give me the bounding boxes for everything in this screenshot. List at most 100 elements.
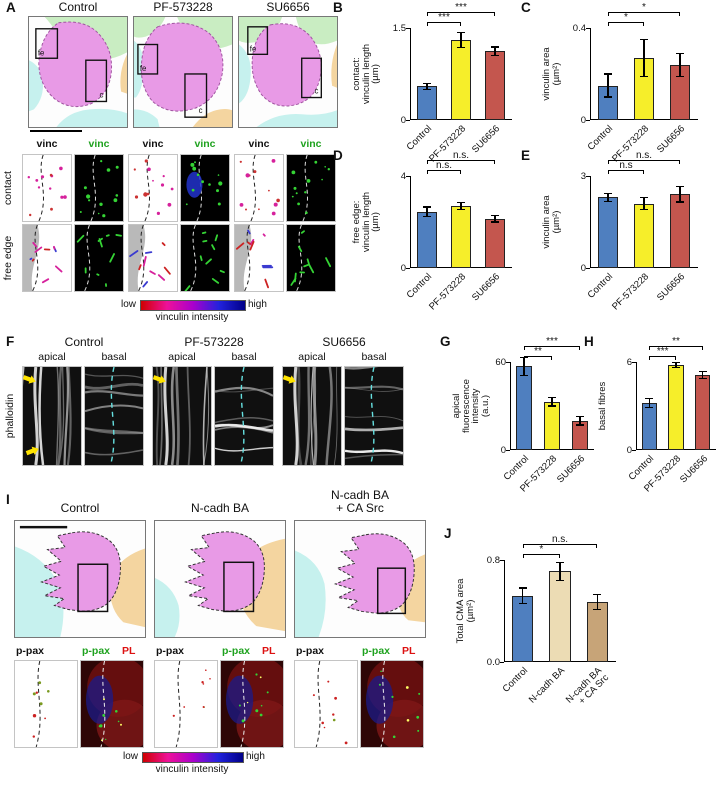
micrograph-image (75, 154, 123, 222)
roi-box-c (85, 59, 108, 103)
roi-label-fe: fe (140, 64, 147, 73)
y-tick-mark (586, 176, 590, 177)
bar-PF-573228 (451, 205, 471, 268)
significance-label: * (624, 12, 628, 23)
label-ppax-green: p-pax (82, 645, 111, 657)
error-cap (640, 196, 648, 199)
label-ppax: p-pax (156, 645, 185, 657)
cell-outline (40, 531, 121, 612)
cell-outline (140, 22, 224, 112)
yellow-arrow-icon (282, 375, 296, 384)
y-tick-mark (500, 662, 504, 663)
panel-i-title-ncadh-ba-casrc: N-cadh BA + CA Src (330, 488, 390, 515)
label-ppax: p-pax (296, 645, 325, 657)
error-cap (518, 587, 527, 589)
vinc-label-black: vinc (142, 138, 164, 150)
y-tick-mark (406, 120, 410, 121)
y-axis-title: free edge: vinculin length (µm) (351, 191, 381, 253)
error-cap (491, 221, 499, 223)
significance-bracket (427, 170, 461, 174)
bar-Control (417, 86, 437, 120)
roi-box-c (184, 73, 208, 118)
significance-label: *** (438, 12, 450, 23)
y-axis-title: contact: vinculin length (µm) (351, 43, 381, 105)
micrograph-image (81, 656, 153, 752)
error-bar (426, 207, 428, 217)
cell-diagram-pf573228: fe c (133, 16, 233, 128)
micrograph-image (152, 366, 211, 466)
error-cap (548, 405, 556, 407)
roi-label-c: c (199, 106, 203, 115)
y-tick-mark (632, 362, 636, 363)
micrograph-phalloidin-basal-pf (214, 366, 274, 466)
error-bar (523, 357, 525, 376)
sublabel-apical: apical (38, 351, 66, 363)
roi-box (223, 561, 255, 613)
significance-bracket (524, 356, 552, 360)
significance-bracket (427, 12, 495, 16)
vinc-label-green: vinc (300, 138, 322, 150)
micrograph-image (181, 224, 229, 294)
error-bar (643, 39, 645, 77)
micrograph-image (23, 154, 71, 222)
cell-outline (184, 531, 265, 612)
error-cap (676, 52, 684, 54)
error-cap (491, 214, 499, 216)
bar-Control (511, 595, 534, 662)
micrograph-ppax-pl-ncadh-ba (220, 656, 293, 752)
sublabel-apical: apical (168, 351, 196, 363)
significance-bracket (608, 12, 680, 16)
label-pl: PL (262, 645, 276, 657)
x-tick-label: Control (404, 271, 435, 301)
error-bar (551, 397, 553, 406)
error-cap (640, 75, 648, 77)
bar-PF-573228 (451, 40, 471, 120)
y-axis-title: Total CMA area (µm²) (455, 578, 476, 644)
sublabel-apical: apical (298, 351, 326, 363)
error-bar (702, 371, 704, 379)
sublabel-basal: basal (101, 351, 127, 363)
x-tick-label: Control (500, 665, 530, 695)
cell-diagram-i-ncadh-ba (154, 520, 286, 638)
significance-bracket (522, 554, 560, 558)
y-tick-label: 0 (580, 115, 586, 126)
row-label-free-edge: free edge (2, 235, 14, 281)
scale-bar (19, 525, 68, 529)
significance-label: ** (534, 346, 542, 357)
error-bar (494, 215, 496, 222)
micrograph-freeedge-vinc-control (22, 224, 72, 292)
panel-label-g: G (440, 334, 451, 349)
significance-bracket (608, 22, 644, 26)
panel-a-title-su6656: SU6656 (266, 0, 310, 14)
error-bar (679, 186, 681, 203)
significance-label: *** (656, 346, 669, 357)
micrograph-ppax-pl-ncadh-ba-casrc (360, 656, 433, 752)
row-label-contact: contact (2, 171, 14, 205)
error-cap (698, 370, 707, 373)
colorbar-high-label: high (246, 751, 265, 762)
micrograph-image (287, 154, 335, 222)
error-cap (520, 374, 528, 376)
panel-label-f: F (6, 334, 15, 349)
micrograph-freeedge-vinc-pf (128, 224, 178, 292)
error-bar (460, 202, 462, 210)
bar-Control (515, 366, 533, 450)
panel-a-title-control: Control (58, 0, 98, 14)
yellow-arrow-icon (22, 375, 36, 384)
x-tick-label: SU6656 (470, 271, 503, 304)
micrograph-ppax-ncadh-ba (154, 660, 218, 748)
significance-label: *** (455, 2, 467, 13)
vinc-label-black: vinc (248, 138, 270, 150)
panel-i-title-ncadh-ba: N-cadh BA (190, 501, 250, 515)
significance-bracket (522, 544, 598, 548)
bar-N-cadh-BA-+-CA-Src (586, 602, 609, 662)
panel-label-d: D (333, 148, 343, 163)
error-bar (679, 53, 681, 77)
y-axis-title: apical fluorescence intensity (a.u.) (451, 379, 491, 433)
cell-diagram-control: fe c (28, 16, 128, 128)
cell-diagram-su6656: fe c (238, 16, 338, 128)
error-cap (672, 362, 680, 364)
y-tick-label: 0 (626, 445, 632, 456)
panel-label-j: J (444, 526, 452, 541)
error-cap (604, 96, 612, 98)
